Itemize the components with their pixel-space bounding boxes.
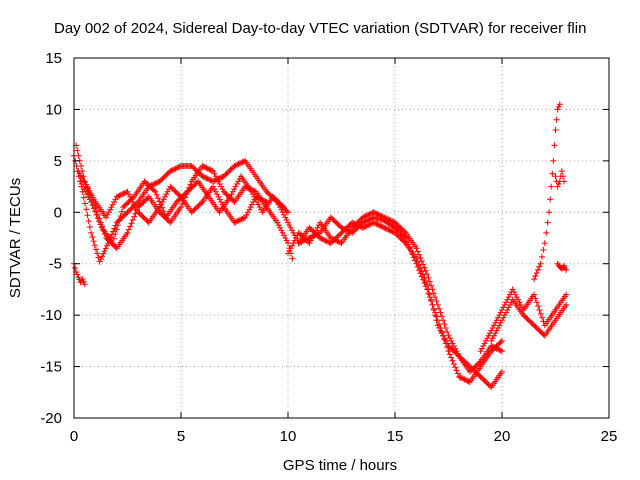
series-arc-l bbox=[554, 260, 570, 273]
x-tick-label: 15 bbox=[387, 428, 404, 445]
x-tick-label: 25 bbox=[601, 428, 618, 445]
series-arc-m bbox=[552, 168, 568, 190]
series-arc-i bbox=[477, 286, 570, 355]
y-tick-label: 0 bbox=[54, 204, 62, 221]
x-tick-label: 10 bbox=[280, 428, 297, 445]
y-tick-label: -5 bbox=[49, 256, 62, 273]
plot-frame bbox=[73, 57, 610, 419]
y-tick-label: -10 bbox=[40, 307, 62, 324]
plot-marks bbox=[71, 101, 570, 391]
series-arc-h bbox=[295, 219, 505, 375]
data-point-markers bbox=[554, 260, 570, 273]
y-tick-label: 5 bbox=[54, 153, 62, 170]
y-tick-label: 15 bbox=[45, 50, 62, 67]
chart-title: Day 002 of 2024, Sidereal Day-to-day VTE… bbox=[54, 20, 586, 37]
axis-ticks: 0 5 10 15 20 25 -20 -15 -10 -5 0 5 10 15 bbox=[40, 50, 617, 445]
data-point-markers bbox=[77, 173, 287, 247]
data-point-markers bbox=[552, 168, 568, 190]
x-tick-label: 20 bbox=[494, 428, 511, 445]
series-arc-k bbox=[531, 101, 563, 283]
x-tick-label: 0 bbox=[70, 428, 78, 445]
series-arc-d bbox=[77, 173, 287, 247]
series-arc-j bbox=[488, 296, 570, 344]
y-axis-label: SDTVAR / TECUs bbox=[7, 178, 24, 298]
y-tick-label: -20 bbox=[40, 410, 62, 427]
y-tick-label: -15 bbox=[40, 359, 62, 376]
data-point-markers bbox=[488, 296, 570, 344]
x-axis-label: GPS time / hours bbox=[283, 457, 397, 474]
y-tick-label: 10 bbox=[45, 101, 62, 118]
data-point-markers bbox=[477, 286, 570, 355]
data-point-markers bbox=[531, 101, 563, 283]
x-tick-label: 5 bbox=[177, 428, 185, 445]
data-point-markers bbox=[295, 219, 505, 375]
